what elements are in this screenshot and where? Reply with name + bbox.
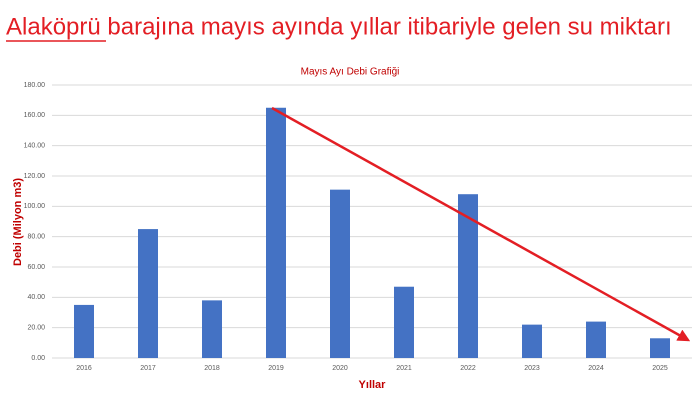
x-tick-label: 2020 <box>332 365 348 372</box>
y-tick-label: 100.00 <box>24 203 46 210</box>
bar <box>330 189 350 358</box>
bar <box>202 300 222 358</box>
y-tick-label: 20.00 <box>27 325 45 332</box>
x-tick-label: 2016 <box>76 365 92 372</box>
x-tick-label: 2017 <box>140 365 156 372</box>
y-tick-label: 120.00 <box>24 173 46 180</box>
x-tick-label: 2021 <box>396 365 412 372</box>
slide-title: Alaköprü barajına mayıs ayında yıllar it… <box>6 13 672 40</box>
y-tick-label: 180.00 <box>24 82 46 89</box>
y-tick-label: 60.00 <box>27 264 45 271</box>
x-tick-label: 2018 <box>204 365 220 372</box>
x-tick-label: 2023 <box>524 365 540 372</box>
bar <box>650 338 670 358</box>
bar <box>522 324 542 358</box>
y-tick-label: 160.00 <box>24 112 46 119</box>
x-tick-label: 2024 <box>588 365 604 372</box>
y-tick-label: 80.00 <box>27 234 45 241</box>
bar <box>458 194 478 358</box>
bar <box>74 304 94 358</box>
y-tick-label: 0.00 <box>31 355 45 362</box>
plot-area: 0.00 20.00 40.00 60.00 80.00 100.00 120.00 140.… <box>24 82 692 372</box>
x-tick-label: 2025 <box>652 365 668 372</box>
y-tick-label: 40.00 <box>27 294 45 301</box>
bar <box>394 286 414 358</box>
x-tick-label: 2019 <box>268 365 284 372</box>
x-axis-label: Yıllar <box>359 379 387 391</box>
bar <box>138 229 158 358</box>
chart-title: Mayıs Ayı Debi Grafiği <box>301 67 400 78</box>
bar <box>586 321 606 358</box>
bar <box>266 107 286 358</box>
y-tick-label: 140.00 <box>24 143 46 150</box>
trend-arrow <box>271 106 691 342</box>
x-tick-label: 2022 <box>460 365 476 372</box>
y-axis-label: Debi (Milyon m3) <box>12 178 24 266</box>
